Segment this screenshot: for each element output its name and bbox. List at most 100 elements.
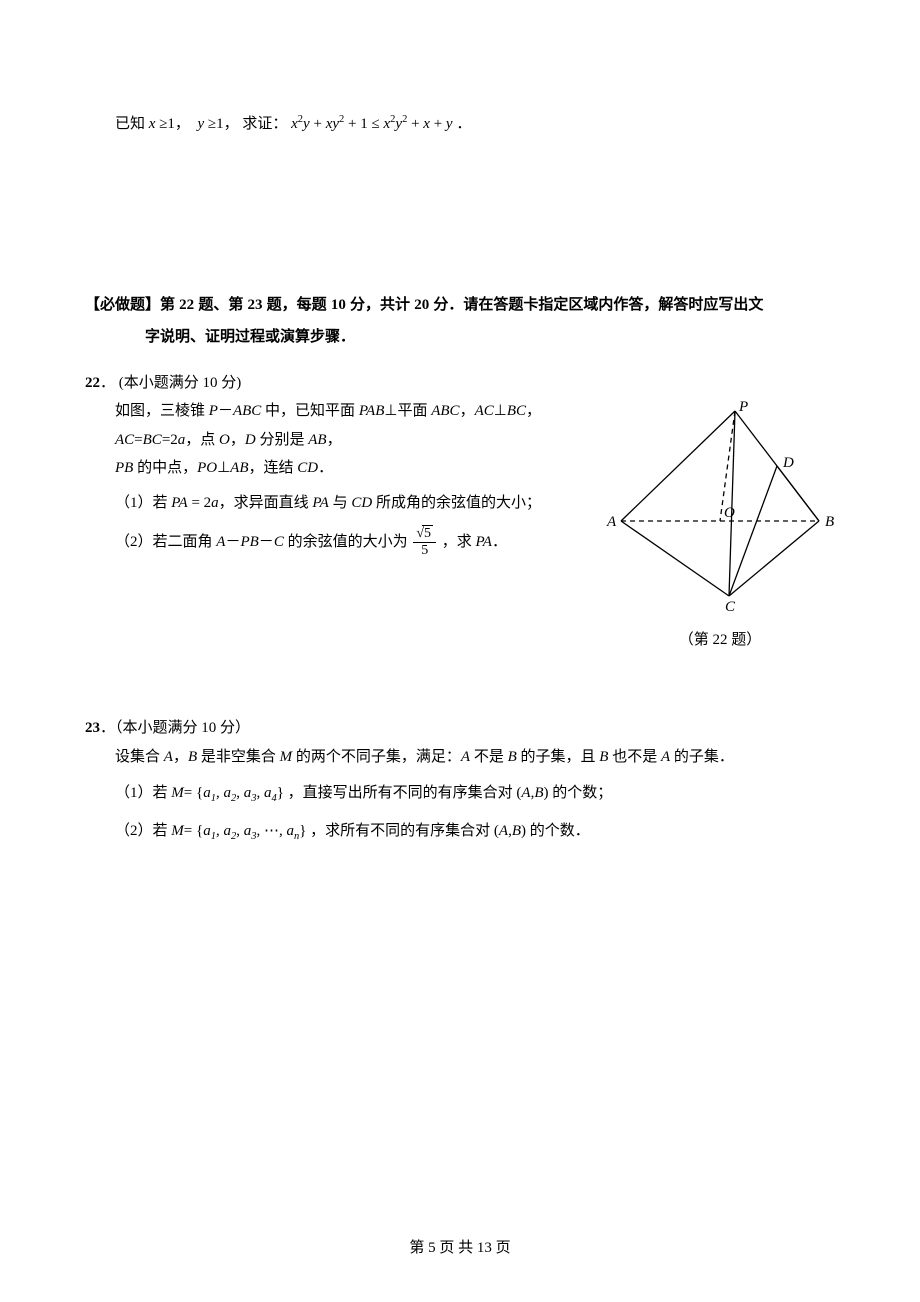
t: 平面 [397,403,431,419]
mandatory-section-header: 【必做题】第 22 题、第 23 题，每题 10 分，共计 20 分．请在答题卡… [85,289,835,353]
sym-CD2: CD [351,495,372,511]
sym-M2: M [171,785,184,801]
t: ，点 [185,432,219,448]
sym-A3: A [661,749,670,765]
sym-M3: M [171,823,184,839]
comma: ， [327,432,342,448]
sym-A4: A [521,785,530,801]
period: ． [318,460,333,476]
t: 若 [153,785,172,801]
eq: = [184,785,192,801]
sym-PO: PO [197,460,217,476]
var-y: y [197,116,204,132]
perp-1: ⊥ [384,403,397,419]
exam-page: 已知 x ≥1， y ≥1， 求证： x2y + xy2 + 1 ≤ x2y2 … [0,0,920,1302]
section-line1: 【必做题】第 22 题、第 23 题，每题 10 分，共计 20 分．请在答题卡… [85,289,835,322]
denominator: 5 [413,543,436,558]
comma: ， [230,432,245,448]
comma: ， [526,403,541,419]
t: 也不是 [608,749,661,765]
question-22: 22． (本小题满分 10 分) A B [85,369,835,655]
sym-PA3: PA [476,534,492,550]
comma: ， [460,403,475,419]
q22-head: 22． (本小题满分 10 分) [85,369,835,398]
sym-AB2: AB [230,460,248,476]
sec-20: 20 [414,297,429,313]
set-M2: {a1, a2, a3, ⋯, an} [196,823,306,839]
dash: － [259,534,274,550]
sym-AC: AC [475,403,494,419]
sym-ABC: ABC [233,403,261,419]
sec-pre: 【必做题】第 [85,296,179,313]
prove-label: 求证： [242,116,287,132]
pyramid-diagram: A B C P O D [605,401,835,611]
q23-part1: （1）若 M= {a1, a2, a3, a4} ，直接写出所有不同的有序集合对… [115,779,835,809]
sym-C: C [274,534,284,550]
sym-B4: B [534,785,543,801]
label-P: P [738,401,748,415]
t: 若 [153,495,172,511]
q23-part2: （2）若 M= {a1, a2, a3, ⋯, an} ，求所有不同的有序集合对… [115,817,835,847]
footer-b: 页 共 [436,1240,477,1256]
q22-figure-caption: （第 22 题） [605,626,835,655]
footer-c: 页 [492,1240,511,1256]
dash: － [225,534,240,550]
sym-ABC2: ABC [431,403,459,419]
sym-BC: BC [507,403,526,419]
page-footer: 第 5 页 共 13 页 [0,1234,920,1263]
t: ，求 [442,534,476,550]
t: 不是 [470,749,508,765]
sec-22: 22 [179,297,194,313]
sym-A: A [164,749,173,765]
top-fragment: 已知 x ≥1， y ≥1， 求证： x2y + xy2 + 1 ≤ x2y2 … [85,110,835,139]
page-current: 5 [428,1240,436,1256]
label-C: C [725,599,736,611]
sym-B5: B [512,823,521,839]
period: ． [456,116,471,132]
fraction-sqrt5-over-5: 5 5 [413,527,436,558]
t: ，求异面直线 [219,495,313,511]
inequality: x2y + xy2 + 1 ≤ x2y2 + x + y [291,116,456,132]
sym-BC2: BC [143,432,162,448]
ge-2: ≥ [208,116,216,132]
t: 的子集． [670,749,734,765]
label-O: O [724,505,735,521]
sym-AC2: AC [115,432,134,448]
radicand: 5 [422,525,433,541]
sec-post: 分．请在答题卡指定区域内作答，解答时应写出文 [429,296,763,313]
t: 如图，三棱锥 [115,403,209,419]
dash: － [218,403,233,419]
sym-A2: A [461,749,470,765]
sym-M: M [280,749,293,765]
sym-PAB: PAB [359,403,385,419]
question-23: 23．（本小题满分 10 分） 设集合 A，B 是非空集合 M 的两个不同子集，… [85,714,835,847]
t: 是非空集合 [197,749,280,765]
q22-points: 本小题满分 10 分 [124,375,237,391]
q22-paren-close: ) [236,375,241,391]
part2-label: （2） [115,534,153,550]
sec-10: 10 [331,297,346,313]
sym-O: O [219,432,230,448]
perp-3: ⊥ [217,460,230,476]
q23-number: 23 [85,720,100,736]
t: ，直接写出所有不同的有序集合对 ( [288,785,522,801]
q23-head: 23．（本小题满分 10 分） [85,714,835,743]
label-B: B [825,514,834,530]
t: 设集合 [115,749,164,765]
t: 与 [329,495,352,511]
t: 中，已知平面 [261,403,359,419]
one-2: 1 [216,116,224,132]
one-1: 1 [167,116,175,132]
t: ，求所有不同的有序集合对 ( [310,823,499,839]
t: ) 的个数； [544,785,613,801]
t: 若二面角 [153,534,217,550]
sym-B2: B [508,749,517,765]
q23-paren-close: ） [235,720,250,736]
t: 若 [153,823,172,839]
q22-number: 22 [85,375,100,391]
sym-CD: CD [297,460,318,476]
sym-P: P [209,403,218,419]
q23-paren-open: （ [115,720,123,736]
section-line2: 字说明、证明过程或演算步骤． [85,321,835,353]
q23-points: 本小题满分 10 分 [123,720,236,736]
